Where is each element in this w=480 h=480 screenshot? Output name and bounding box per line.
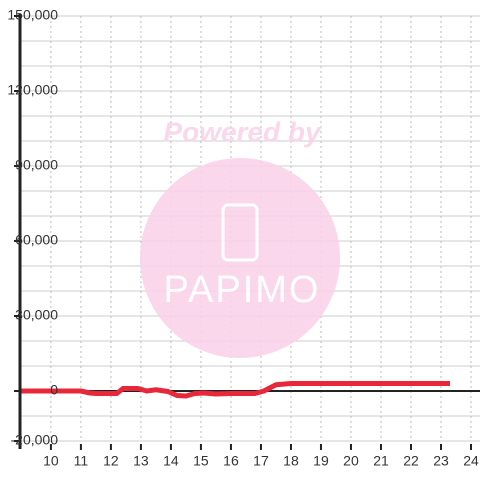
y-tick-label: 0 bbox=[50, 382, 58, 398]
x-tick-label: 16 bbox=[223, 453, 239, 469]
line bbox=[20, 381, 450, 399]
watermark: Powered by PAPIMO bbox=[140, 116, 340, 358]
x-tick-label: 15 bbox=[193, 453, 209, 469]
x-tick-label: 20 bbox=[343, 453, 359, 469]
x-tick-label: 17 bbox=[253, 453, 269, 469]
watermark-title: Powered by bbox=[163, 116, 322, 147]
x-tick-label: 13 bbox=[133, 453, 149, 469]
x-tick-label: 12 bbox=[103, 453, 119, 469]
y-tick-label: 30,000 bbox=[15, 307, 58, 323]
x-tick-label: 14 bbox=[163, 453, 179, 469]
watermark-phone bbox=[221, 203, 259, 262]
x-tick-label: 10 bbox=[43, 453, 59, 469]
x-tick-label: 24 bbox=[463, 453, 479, 469]
y-tick-label: -20,000 bbox=[11, 432, 59, 448]
x-tick-label: 23 bbox=[433, 453, 449, 469]
y-tick-label: 120,000 bbox=[7, 82, 58, 98]
x-tick-label: 11 bbox=[74, 453, 89, 469]
x-tick-label: 19 bbox=[313, 453, 329, 469]
x-tick-label: 22 bbox=[403, 453, 419, 469]
watermark-circle bbox=[140, 158, 340, 358]
watermark-logo: PAPIMO bbox=[164, 269, 321, 311]
x-tick-label: 21 bbox=[373, 453, 389, 469]
y-tick-label: 150,000 bbox=[7, 7, 58, 23]
x-tick-label: 18 bbox=[283, 453, 299, 469]
plot: -20,000 0 30,000 60,000 90,000 120,000 150,000… bbox=[7, 7, 480, 469]
y-tick-label: 60,000 bbox=[15, 232, 58, 248]
y-tick-label: 90,000 bbox=[15, 157, 58, 173]
